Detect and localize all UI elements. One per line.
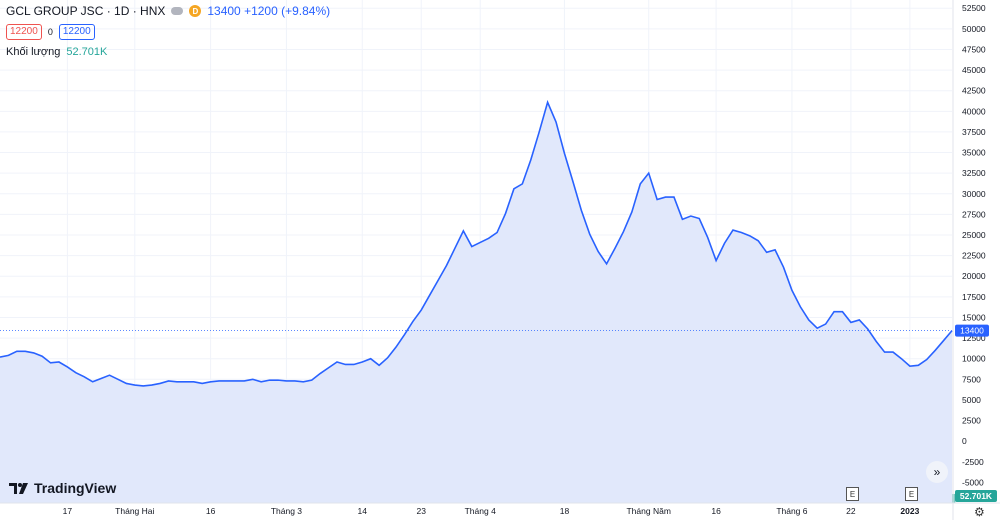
time-tick-label: Tháng 6 (776, 506, 807, 516)
time-tick-label: 14 (358, 506, 368, 516)
time-tick-label: Tháng Năm (626, 506, 670, 516)
chart-legend: GCL GROUP JSC · 1D · HNX D 13400 +1200 (… (6, 4, 330, 58)
price-tick-label: 15000 (962, 312, 986, 322)
time-tick-label: Tháng 4 (465, 506, 496, 516)
price-tick-label: 47500 (962, 44, 986, 54)
tradingview-logo[interactable]: TradingView (8, 480, 116, 496)
price-tick-label: 42500 (962, 86, 986, 96)
quote-values: 13400 +1200 (+9.84%) (207, 4, 331, 18)
volume-label: Khối lượng (6, 46, 61, 58)
price-tick-label: 25000 (962, 230, 986, 240)
price-tick-label: 30000 (962, 189, 986, 199)
delay-badge: D (189, 5, 202, 17)
price-tick-label: 50000 (962, 24, 986, 34)
price-axis: 5250050000475004500042500400003750035000… (952, 0, 986, 520)
market-status-pill (171, 7, 184, 15)
time-tick-label: 16 (206, 506, 216, 516)
price-tick-label: 40000 (962, 106, 986, 116)
volume-value: 52.701K (66, 46, 108, 58)
price-area-fill (0, 102, 952, 503)
gear-icon[interactable]: ⚙ (974, 505, 985, 519)
earnings-event-badge[interactable]: E (905, 487, 918, 501)
time-tick-label: Tháng Hai (115, 506, 154, 516)
buy-price-button[interactable]: 12200 (58, 24, 95, 40)
price-tick-label: 32500 (962, 168, 986, 178)
time-tick-label: 16 (711, 506, 721, 516)
time-tick-label: 23 (417, 506, 427, 516)
sell-price-button[interactable]: 12200 (6, 24, 42, 40)
price-tick-label: 5000 (962, 395, 981, 405)
price-tick-label: 20000 (962, 271, 986, 281)
time-tick-label: Tháng 3 (271, 506, 302, 516)
time-tick-label: 22 (846, 506, 856, 516)
last-price-tag-label: 13400 (960, 326, 984, 336)
volume-tag-label: 52.701K (960, 491, 993, 501)
time-tick-label: 17 (63, 506, 73, 516)
last-price-tag (955, 324, 989, 337)
price-tick-label: 35000 (962, 148, 986, 158)
price-tick-label: 7500 (962, 374, 981, 384)
price-line (0, 99, 953, 387)
tradingview-logo-text: TradingView (34, 480, 117, 496)
price-tick-label: 2500 (962, 416, 981, 426)
price-tick-label: 12500 (962, 333, 986, 343)
earnings-event-badge[interactable]: E (846, 487, 859, 501)
price-tick-label: 17500 (962, 292, 986, 302)
time-axis: 17 Tháng Hai 16 Tháng 3 14 23 Tháng 4 18 Tháng N… (0, 502, 1000, 516)
tradingview-logo-icon (9, 483, 28, 494)
axis-tags: 13400 52.701K (955, 324, 997, 502)
scroll-to-realtime-button[interactable]: » (926, 461, 948, 483)
symbol-title[interactable]: GCL GROUP JSC · 1D · HNX (6, 4, 166, 18)
price-tick-label: -2500 (962, 457, 984, 467)
time-tick-label: 18 (560, 506, 570, 516)
price-tick-label: -5000 (962, 477, 984, 487)
volume-legend: Khối lượng 52.701K (6, 46, 330, 58)
price-tick-label: 22500 (962, 251, 986, 261)
spread-value: 0 (47, 27, 53, 37)
volume-tag (955, 490, 997, 502)
price-tick-label: 27500 (962, 209, 986, 219)
price-tick-label: 52500 (962, 3, 986, 13)
time-tick-label: 2023 (900, 506, 919, 516)
price-tick-label: 0 (962, 436, 967, 446)
price-tick-label: 45000 (962, 65, 986, 75)
price-tick-label: 37500 (962, 127, 986, 137)
price-tick-label: 10000 (962, 354, 986, 364)
